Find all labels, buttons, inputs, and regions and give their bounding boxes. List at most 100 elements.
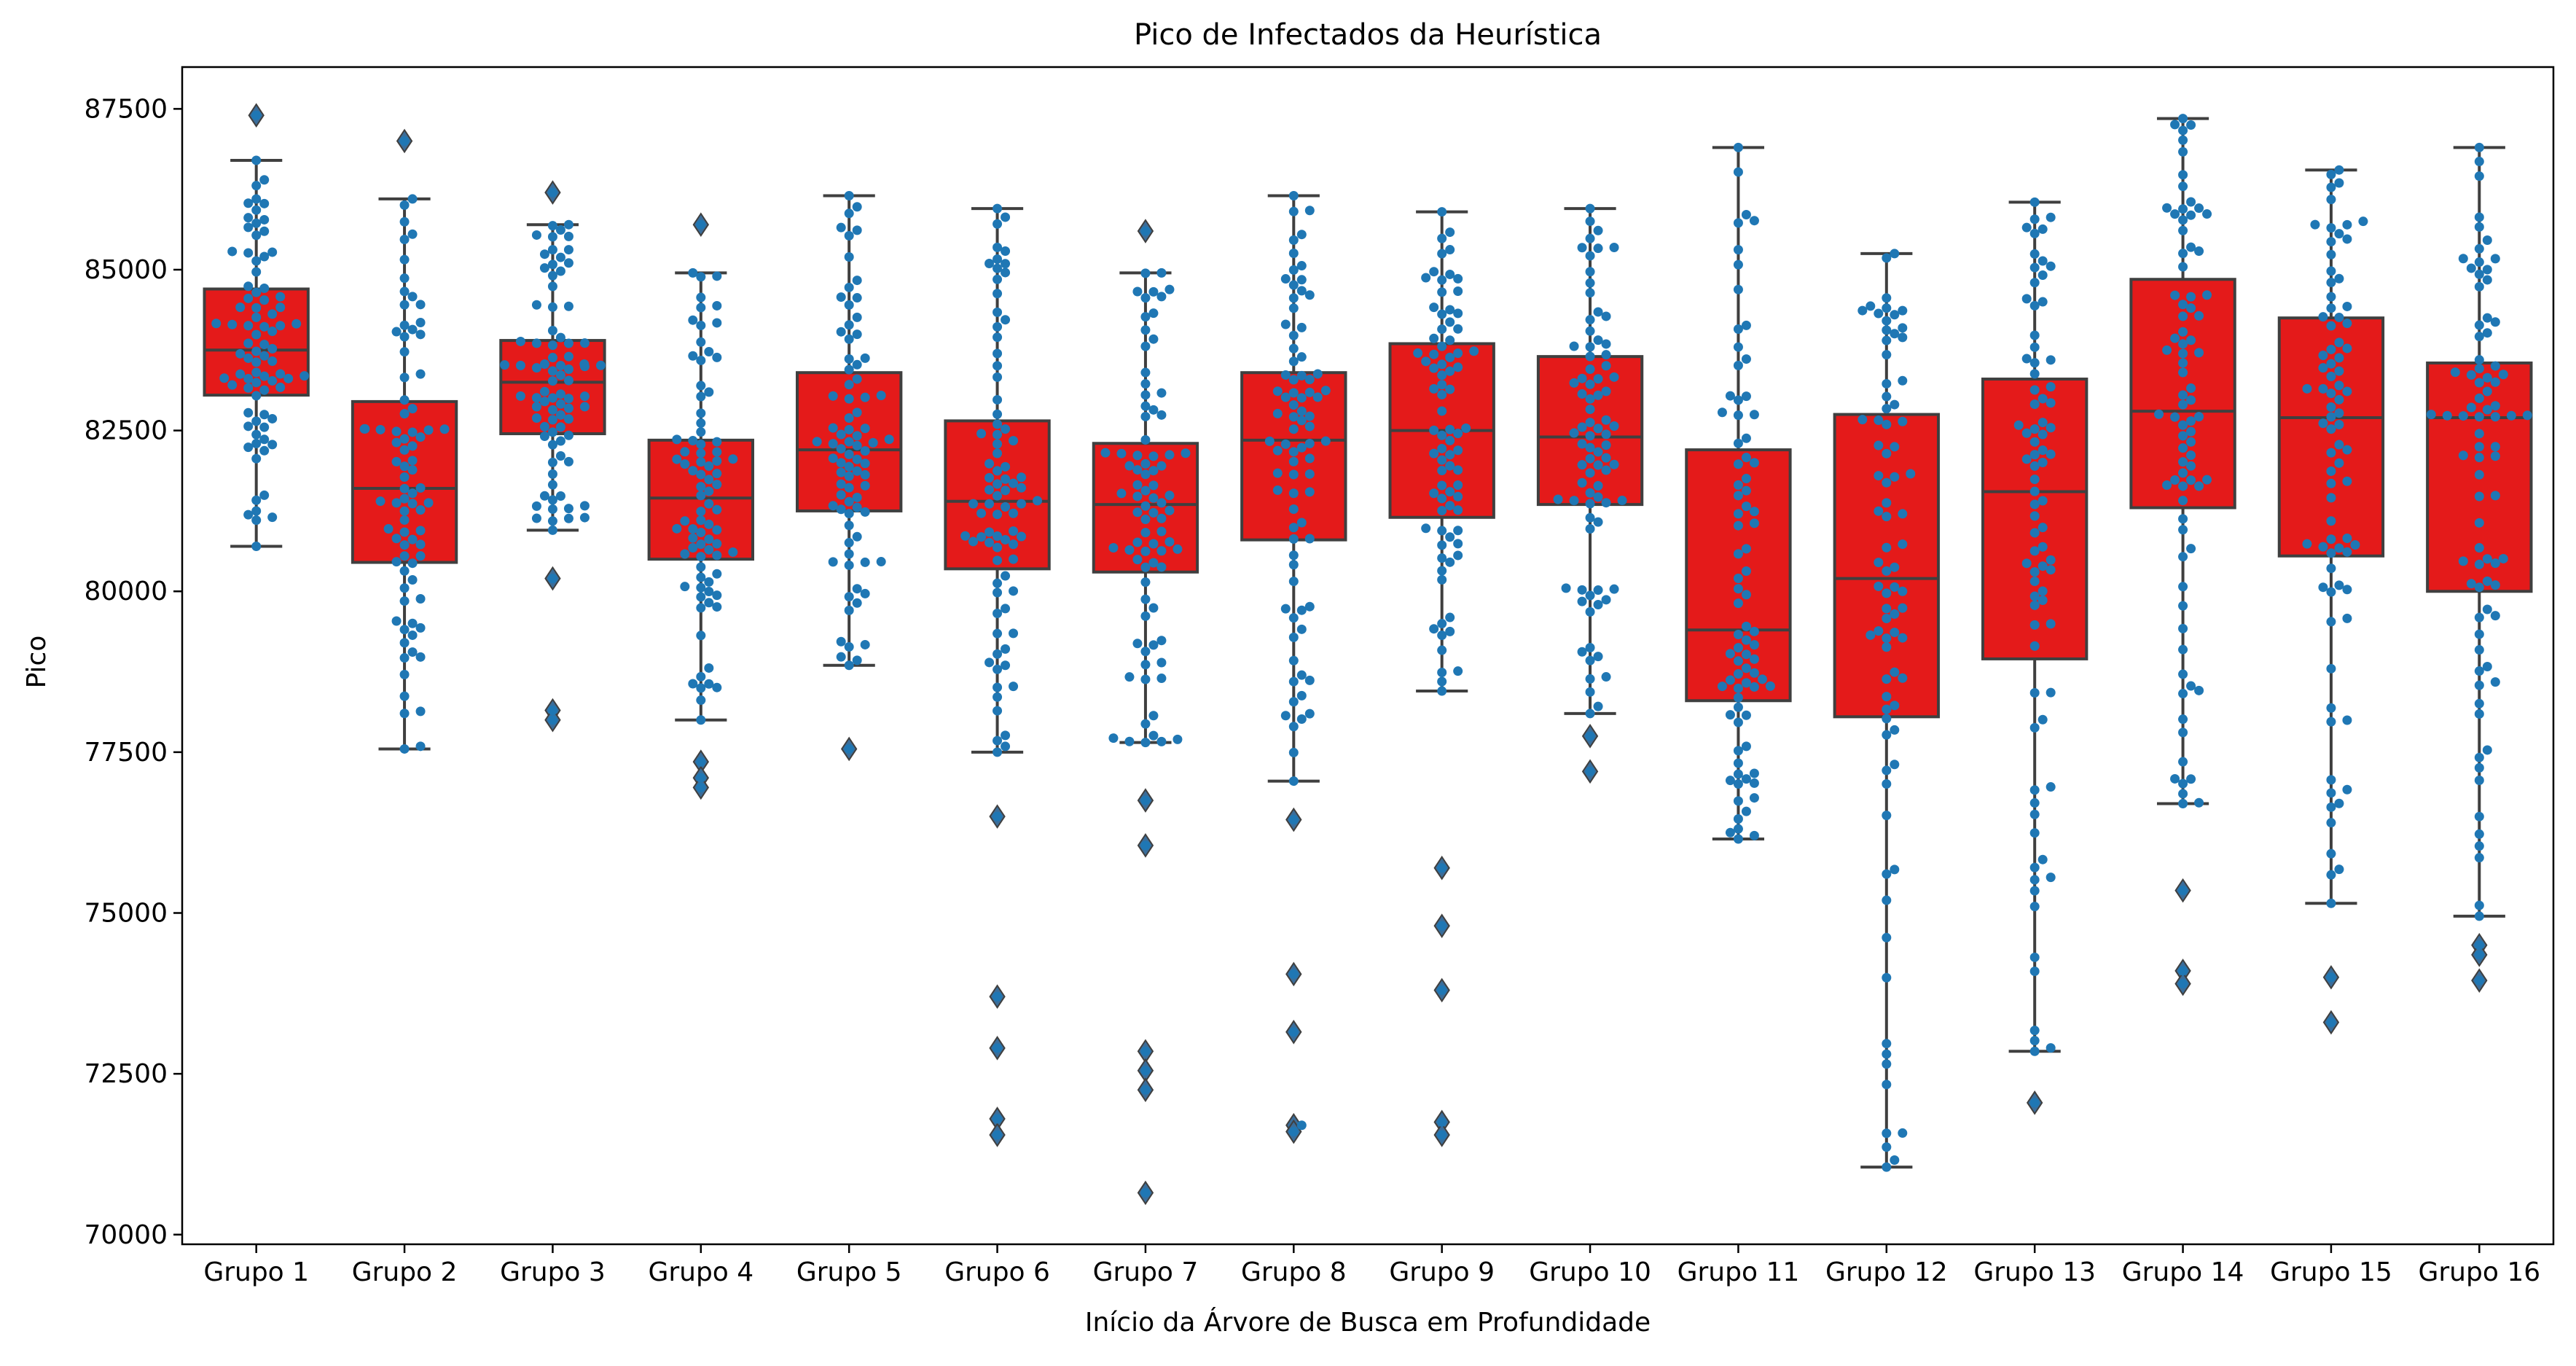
data-point: [2450, 367, 2460, 378]
data-point: [1437, 1117, 1447, 1127]
data-point: [407, 575, 418, 585]
data-point: [2037, 714, 2048, 725]
data-point: [399, 691, 410, 701]
data-point: [704, 461, 714, 471]
data-point: [2029, 600, 2040, 610]
data-point: [1601, 440, 1611, 450]
data-point: [2326, 617, 2336, 627]
data-point: [2334, 337, 2344, 348]
data-point: [993, 1130, 1003, 1140]
data-point: [1725, 391, 1735, 401]
data-point: [1132, 450, 1143, 461]
data-point: [1280, 274, 1291, 284]
data-point: [547, 270, 557, 281]
data-point: [2029, 330, 2040, 340]
data-point: [399, 445, 410, 455]
data-point: [1601, 415, 1611, 425]
data-point: [993, 1114, 1003, 1124]
data-point: [563, 375, 573, 386]
data-point: [2490, 442, 2500, 452]
data-point: [251, 495, 262, 505]
data-point: [696, 562, 706, 572]
data-point: [1882, 730, 1892, 740]
data-point: [2302, 539, 2312, 549]
data-point: [1561, 583, 1571, 593]
data-point: [2474, 645, 2484, 655]
data-point: [547, 440, 557, 450]
data-point: [415, 551, 426, 561]
data-point: [1890, 329, 1900, 339]
data-point: [704, 587, 714, 597]
data-point: [2474, 666, 2484, 676]
data-point: [844, 208, 854, 219]
data-point: [2326, 448, 2336, 458]
data-point: [1733, 814, 1743, 824]
data-point: [712, 682, 722, 692]
data-point: [555, 225, 565, 235]
data-point: [2490, 611, 2500, 621]
data-point: [2029, 262, 2040, 273]
data-point: [1733, 683, 1743, 693]
data-point: [728, 547, 738, 557]
data-point: [2170, 773, 2180, 784]
data-point: [2178, 182, 2188, 192]
data-point: [2037, 542, 2048, 552]
data-point: [852, 502, 862, 512]
data-point: [2342, 234, 2352, 244]
data-point: [2021, 428, 2032, 438]
data-point: [704, 598, 714, 608]
data-point: [1288, 293, 1299, 303]
data-point: [399, 332, 410, 342]
data-point: [844, 560, 854, 570]
data-point: [1132, 639, 1143, 649]
data-point: [547, 259, 557, 270]
data-point: [712, 602, 722, 612]
data-point: [531, 402, 541, 412]
data-point: [1601, 350, 1611, 360]
data-point: [1898, 633, 1908, 643]
data-point: [1585, 442, 1595, 453]
data-point: [539, 397, 549, 407]
data-point: [993, 439, 1003, 449]
data-point: [1437, 324, 1447, 335]
data-point: [696, 219, 706, 230]
data-point: [1296, 442, 1307, 453]
x-tick-label: Grupo 9: [1389, 1257, 1495, 1287]
data-point: [993, 692, 1003, 702]
data-point: [2482, 405, 2492, 415]
data-point: [1429, 624, 1439, 634]
data-point: [1882, 391, 1892, 402]
data-point: [2474, 157, 2484, 167]
data-point: [2178, 481, 2188, 491]
data-point: [1741, 621, 1751, 631]
data-point: [1288, 412, 1299, 422]
data-point: [563, 301, 573, 311]
data-point: [2178, 358, 2188, 368]
data-point: [2029, 486, 2040, 496]
data-point: [1445, 450, 1455, 460]
data-point: [1296, 370, 1307, 380]
data-point: [1140, 379, 1151, 389]
data-point: [1140, 1187, 1151, 1198]
data-point: [1609, 584, 1619, 594]
data-point: [2318, 582, 2328, 593]
data-point: [251, 453, 262, 464]
data-point: [1156, 410, 1167, 420]
data-point: [1890, 667, 1900, 677]
data-point: [2490, 677, 2500, 687]
data-point: [1148, 640, 1159, 650]
data-point: [696, 469, 706, 480]
data-point: [1593, 599, 1603, 609]
data-point: [227, 380, 238, 390]
data-point: [1437, 370, 1447, 380]
data-point: [712, 447, 722, 457]
data-point: [399, 472, 410, 483]
data-point: [2178, 135, 2188, 145]
data-point: [2326, 359, 2336, 369]
data-point: [251, 367, 262, 378]
data-point: [1304, 675, 1315, 685]
data-point: [415, 652, 426, 662]
data-point: [2178, 457, 2188, 467]
data-point: [2342, 715, 2352, 725]
data-point: [704, 534, 714, 545]
